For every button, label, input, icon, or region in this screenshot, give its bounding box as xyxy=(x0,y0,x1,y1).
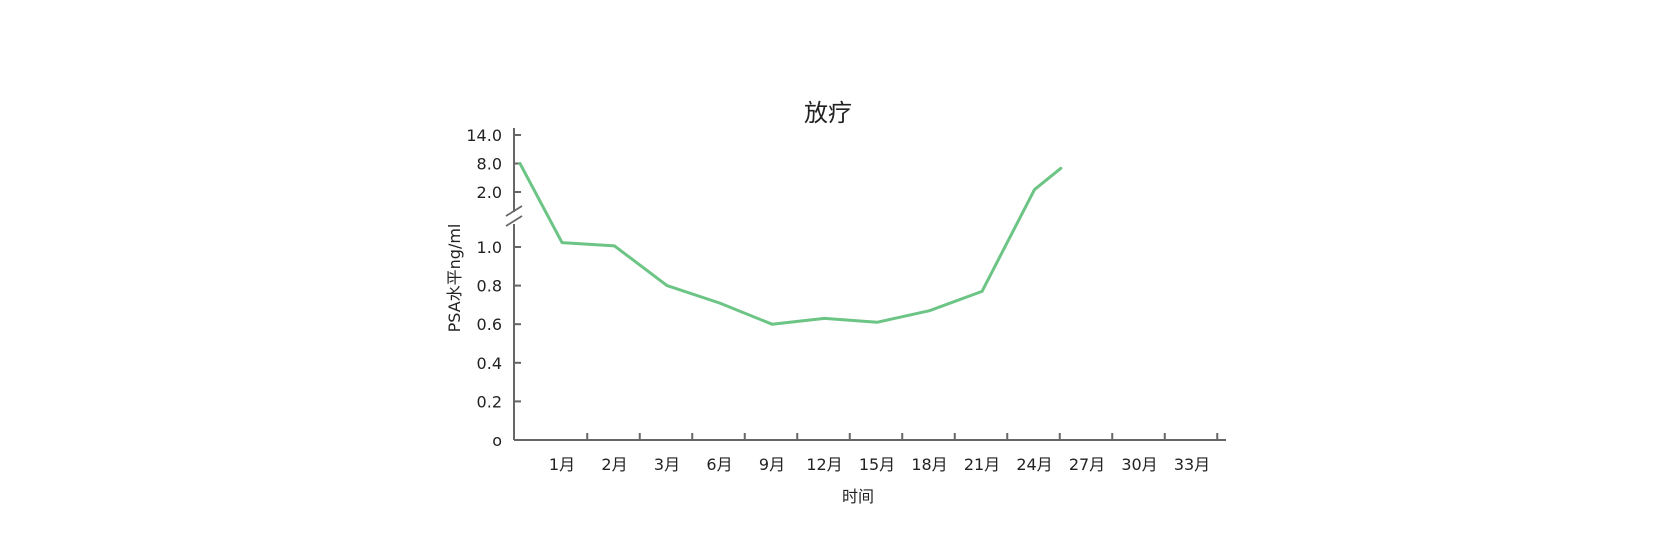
chart-title: 放疗 xyxy=(804,99,852,127)
x-tick-label: 27月 xyxy=(1069,455,1105,474)
x-axis-label: 时间 xyxy=(842,487,874,506)
x-tick-label: 12月 xyxy=(806,455,842,474)
y-tick-label: 0.2 xyxy=(477,392,502,411)
y-tick-label: o xyxy=(492,431,502,450)
y-tick-label: 0.6 xyxy=(477,315,502,334)
y-tick-label: 0.8 xyxy=(477,277,502,296)
y-tick-label: 2.0 xyxy=(477,183,502,202)
y-tick-label: 8.0 xyxy=(477,155,502,174)
x-tick-label: 15月 xyxy=(859,455,895,474)
y-axis-label: PSA水平ng/ml xyxy=(445,224,464,333)
y-tick-label: 14.0 xyxy=(466,126,502,145)
x-tick-label: 6月 xyxy=(706,455,732,474)
x-tick-label: 18月 xyxy=(911,455,947,474)
series-line-0 xyxy=(518,162,1063,326)
y-tick-label: 0.4 xyxy=(477,354,502,373)
y-ticks: o 0.2 0.4 0.6 0.8 1.0 2.0 8.0 14.0 xyxy=(466,126,521,450)
x-tick-label: 2月 xyxy=(601,455,627,474)
x-tick-label: 1月 xyxy=(549,455,575,474)
axis-break-mark xyxy=(505,205,523,217)
x-tick-label: 24月 xyxy=(1016,455,1052,474)
axes xyxy=(505,128,1226,441)
x-ticks: 1月 2月 3月 6月 9月 12月 15月 18月 21月 24月 27月 30月 33月 xyxy=(549,433,1219,474)
x-tick-label: 21月 xyxy=(964,455,1000,474)
axis-break-mark xyxy=(505,215,523,227)
x-tick-label: 33月 xyxy=(1174,455,1210,474)
y-tick-label: 1.0 xyxy=(477,238,502,257)
x-tick-label: 3月 xyxy=(654,455,680,474)
x-tick-label: 30月 xyxy=(1121,455,1157,474)
series-group xyxy=(518,162,1063,326)
x-tick-label: 9月 xyxy=(759,455,785,474)
